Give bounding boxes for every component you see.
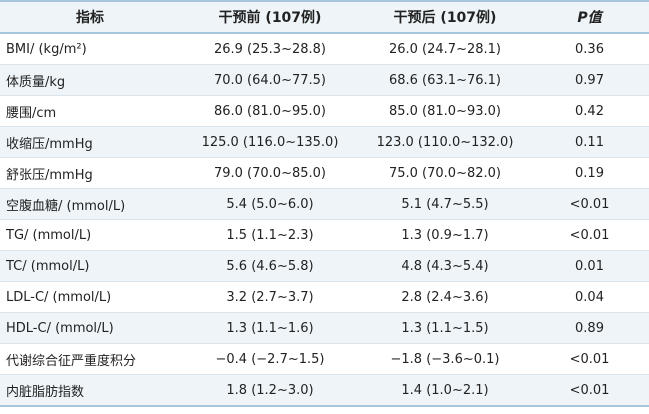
header-row: 指标 干预前 (107例) 干预后 (107例) P值 <box>0 0 649 34</box>
p-value-cell: 0.01 <box>530 250 649 282</box>
table-row: 腰围/cm 86.0 (81.0~95.0) 85.0 (81.0~93.0) 0.4… <box>0 95 649 127</box>
after-value-cell: 75.0 (70.0~82.0) <box>360 157 530 189</box>
p-value-cell: <0.01 <box>530 374 649 407</box>
header-before: 干预前 (107例) <box>180 0 360 34</box>
header-p-value: P值 <box>530 0 649 34</box>
header-after: 干预后 (107例) <box>360 0 530 34</box>
before-value-cell: 1.3 (1.1~1.6) <box>180 312 360 344</box>
after-value-cell: 26.0 (24.7~28.1) <box>360 33 530 65</box>
p-value-cell: 0.89 <box>530 312 649 344</box>
before-value-cell: 26.9 (25.3~28.8) <box>180 33 360 65</box>
table-row: 空腹血糖/ (mmol/L) 5.4 (5.0~6.0) 5.1 (4.7~5.5)… <box>0 188 649 220</box>
p-value-cell: 0.04 <box>530 281 649 313</box>
indicator-cell: 代谢综合征严重度积分 <box>0 343 180 375</box>
indicator-cell: 收缩压/mmHg <box>0 126 180 158</box>
indicator-cell: 舒张压/mmHg <box>0 157 180 189</box>
before-value-cell: 125.0 (116.0~135.0) <box>180 126 360 158</box>
after-value-cell: 1.3 (0.9~1.7) <box>360 219 530 251</box>
table-header: 指标 干预前 (107例) 干预后 (107例) P值 <box>0 0 649 34</box>
indicator-cell: HDL-C/ (mmol/L) <box>0 312 180 344</box>
p-value-cell: 0.36 <box>530 33 649 65</box>
indicator-cell: TC/ (mmol/L) <box>0 250 180 282</box>
table-row: HDL-C/ (mmol/L) 1.3 (1.1~1.6) 1.3 (1.1~1.5… <box>0 312 649 344</box>
indicator-cell: 体质量/kg <box>0 64 180 96</box>
p-value-cell: 0.11 <box>530 126 649 158</box>
after-value-cell: 123.0 (110.0~132.0) <box>360 126 530 158</box>
before-value-cell: 3.2 (2.7~3.7) <box>180 281 360 313</box>
table-row: BMI/ (kg/m²) 26.9 (25.3~28.8) 26.0 (24.7~2… <box>0 33 649 65</box>
table-row: 代谢综合征严重度积分 −0.4 (−2.7~1.5) −1.8 (−3.6~0.1)… <box>0 343 649 375</box>
after-value-cell: 85.0 (81.0~93.0) <box>360 95 530 127</box>
table-row: TG/ (mmol/L) 1.5 (1.1~2.3) 1.3 (0.9~1.7) <0… <box>0 219 649 251</box>
indicator-cell: BMI/ (kg/m²) <box>0 33 180 65</box>
p-value-cell: <0.01 <box>530 219 649 251</box>
before-value-cell: 5.6 (4.6~5.8) <box>180 250 360 282</box>
p-value-cell: 0.42 <box>530 95 649 127</box>
after-value-cell: 5.1 (4.7~5.5) <box>360 188 530 220</box>
before-value-cell: 1.8 (1.2~3.0) <box>180 374 360 407</box>
indicator-cell: 内脏脂肪指数 <box>0 374 180 407</box>
table-row: 内脏脂肪指数 1.8 (1.2~3.0) 1.4 (1.0~2.1) <0.01 <box>0 374 649 407</box>
after-value-cell: 4.8 (4.3~5.4) <box>360 250 530 282</box>
before-value-cell: 79.0 (70.0~85.0) <box>180 157 360 189</box>
p-value-cell: 0.19 <box>530 157 649 189</box>
p-value-cell: <0.01 <box>530 343 649 375</box>
after-value-cell: −1.8 (−3.6~0.1) <box>360 343 530 375</box>
after-value-cell: 1.3 (1.1~1.5) <box>360 312 530 344</box>
before-value-cell: 70.0 (64.0~77.5) <box>180 64 360 96</box>
before-value-cell: 5.4 (5.0~6.0) <box>180 188 360 220</box>
indicator-cell: 空腹血糖/ (mmol/L) <box>0 188 180 220</box>
before-value-cell: 86.0 (81.0~95.0) <box>180 95 360 127</box>
table-row: LDL-C/ (mmol/L) 3.2 (2.7~3.7) 2.8 (2.4~3.6… <box>0 281 649 313</box>
p-value-cell: <0.01 <box>530 188 649 220</box>
table-body: BMI/ (kg/m²) 26.9 (25.3~28.8) 26.0 (24.7~2… <box>0 33 649 407</box>
before-value-cell: 1.5 (1.1~2.3) <box>180 219 360 251</box>
table-row: 体质量/kg 70.0 (64.0~77.5) 68.6 (63.1~76.1) 0.… <box>0 64 649 96</box>
table-row: 舒张压/mmHg 79.0 (70.0~85.0) 75.0 (70.0~82.0)… <box>0 157 649 189</box>
header-indicator: 指标 <box>0 0 180 34</box>
after-value-cell: 68.6 (63.1~76.1) <box>360 64 530 96</box>
after-value-cell: 2.8 (2.4~3.6) <box>360 281 530 313</box>
table-row: TC/ (mmol/L) 5.6 (4.6~5.8) 4.8 (4.3~5.4) 0.… <box>0 250 649 282</box>
indicator-cell: TG/ (mmol/L) <box>0 219 180 251</box>
indicator-cell: LDL-C/ (mmol/L) <box>0 281 180 313</box>
p-value-cell: 0.97 <box>530 64 649 96</box>
table-row: 收缩压/mmHg 125.0 (116.0~135.0) 123.0 (110.0~… <box>0 126 649 158</box>
before-value-cell: −0.4 (−2.7~1.5) <box>180 343 360 375</box>
after-value-cell: 1.4 (1.0~2.1) <box>360 374 530 407</box>
indicator-cell: 腰围/cm <box>0 95 180 127</box>
